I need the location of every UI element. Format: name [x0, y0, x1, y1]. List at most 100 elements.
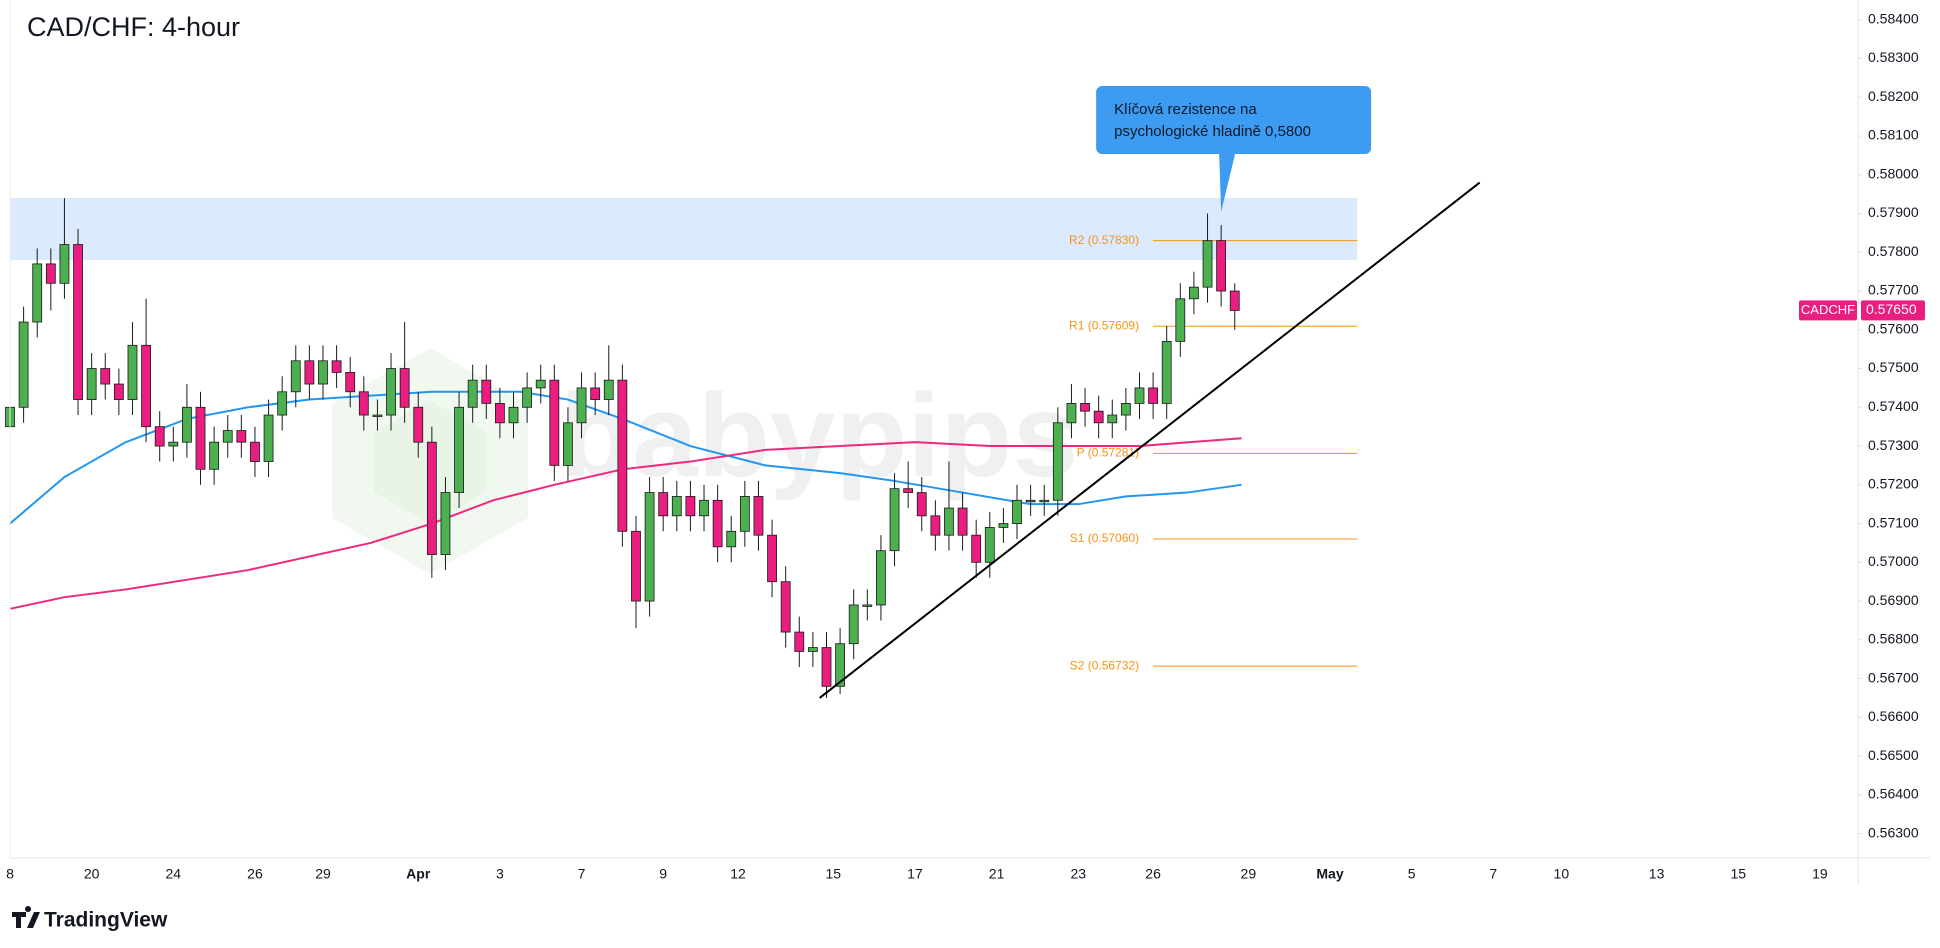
candle-body — [944, 507, 954, 536]
candle-body — [1107, 414, 1118, 424]
candle-body — [889, 488, 900, 552]
x-tick-label: 17 — [907, 866, 923, 882]
y-tick-label: 0.56700 — [1868, 669, 1919, 685]
candle-body — [699, 499, 709, 517]
candle-body — [481, 379, 492, 404]
x-tick-label: 26 — [1145, 866, 1161, 882]
y-tick-label: 0.56800 — [1868, 631, 1919, 647]
price-tag — [1861, 300, 1925, 321]
x-tick-label: 29 — [1241, 866, 1257, 882]
candle-body — [318, 360, 328, 385]
callout-text: psychologické hladině 0,5800 — [1114, 123, 1311, 140]
y-tick-label: 0.57100 — [1868, 514, 1919, 530]
candle-body — [998, 523, 1009, 528]
y-tick-label: 0.58000 — [1868, 165, 1919, 181]
candle-body — [182, 406, 192, 443]
callout-text: Klíčová rezistence na — [1114, 101, 1257, 118]
x-tick-label: 8 — [6, 866, 14, 882]
candle-body — [1066, 403, 1077, 424]
candle-body — [522, 387, 533, 408]
candle-body — [1216, 240, 1227, 292]
y-tick-label: 0.57500 — [1868, 359, 1919, 375]
candle-body — [848, 604, 859, 645]
candle-body — [563, 422, 573, 466]
y-tick-label: 0.57600 — [1868, 320, 1919, 336]
candle-body — [209, 441, 220, 470]
candle-body — [671, 496, 682, 517]
candle-body — [658, 492, 669, 517]
candle-body — [32, 263, 43, 323]
y-tick-label: 0.58300 — [1868, 49, 1919, 65]
y-tick-label: 0.57000 — [1868, 553, 1919, 569]
chart-title: CAD/CHF: 4-hour — [27, 12, 240, 42]
candle-body — [304, 360, 315, 385]
x-tick-label: Apr — [406, 866, 431, 882]
candle-body — [195, 406, 206, 470]
candle-body — [1120, 403, 1131, 416]
candle-body — [154, 426, 165, 447]
candle-body — [984, 527, 995, 563]
candle-body — [1052, 422, 1063, 501]
x-tick-label: May — [1316, 866, 1343, 882]
y-tick-label: 0.57900 — [1868, 204, 1919, 220]
y-tick-label: 0.57800 — [1868, 243, 1919, 259]
candle-body — [372, 414, 383, 417]
x-tick-label: 7 — [578, 866, 586, 882]
candle-body — [358, 391, 369, 416]
candle-body — [508, 406, 519, 424]
symbol-label: CADCHF — [1801, 302, 1855, 317]
y-tick-label: 0.56900 — [1868, 592, 1919, 608]
candle-body — [100, 368, 111, 385]
y-tick-label: 0.57200 — [1868, 476, 1919, 492]
candle-body — [821, 647, 832, 687]
candle-body — [712, 499, 723, 548]
candle-body — [576, 387, 587, 424]
candle-body — [1229, 290, 1240, 311]
candle-body — [957, 507, 968, 536]
x-tick-label: 9 — [659, 866, 667, 882]
callout-box — [1096, 86, 1372, 212]
x-tick-label: 5 — [1408, 866, 1416, 882]
x-tick-label: 10 — [1554, 866, 1570, 882]
candle-body — [1175, 298, 1186, 342]
x-tick-label: 15 — [826, 866, 842, 882]
candle-body — [399, 368, 410, 408]
x-tick-label: 12 — [730, 866, 746, 882]
branding-logo — [12, 906, 40, 928]
candle-body — [780, 581, 791, 633]
x-tick-label: 7 — [1489, 866, 1497, 882]
candle-body — [862, 604, 873, 607]
candle-body — [290, 360, 301, 393]
candle-body — [73, 244, 83, 400]
candle-body — [141, 344, 151, 428]
candle-body — [45, 263, 56, 284]
candle-body — [916, 492, 927, 517]
candle-body — [549, 379, 560, 466]
x-tick-label: 15 — [1730, 866, 1746, 882]
x-tick-label: 24 — [166, 866, 182, 882]
candle-body — [876, 550, 886, 606]
candle-body — [753, 496, 764, 536]
price-label: 0.57650 — [1866, 301, 1917, 317]
pivot-label: S2 (0.56732) — [1070, 658, 1139, 672]
x-tick-label: 3 — [496, 866, 504, 882]
x-tick-label: 29 — [315, 866, 331, 882]
candle-body — [86, 368, 97, 400]
y-tick-label: 0.58200 — [1868, 88, 1919, 104]
plot-layer: R2 (0.57830) R1 (0.57609) P (0.57281) S1 (0… — [5, 86, 1481, 699]
candle-body — [345, 372, 356, 393]
x-tick-label: 20 — [84, 866, 100, 882]
candle-body — [331, 360, 342, 373]
x-tick-label: 21 — [989, 866, 1005, 882]
pivot-label: R2 (0.57830) — [1069, 233, 1139, 247]
candle-body — [617, 379, 628, 532]
watermark-text: babypips — [560, 370, 1078, 502]
y-tick-label: 0.56300 — [1868, 824, 1919, 840]
candle-body — [1189, 286, 1199, 300]
x-tick-label: 26 — [247, 866, 263, 882]
y-tick-label: 0.57400 — [1868, 398, 1919, 414]
candle-body — [631, 530, 641, 602]
y-tick-label: 0.56400 — [1868, 786, 1919, 802]
